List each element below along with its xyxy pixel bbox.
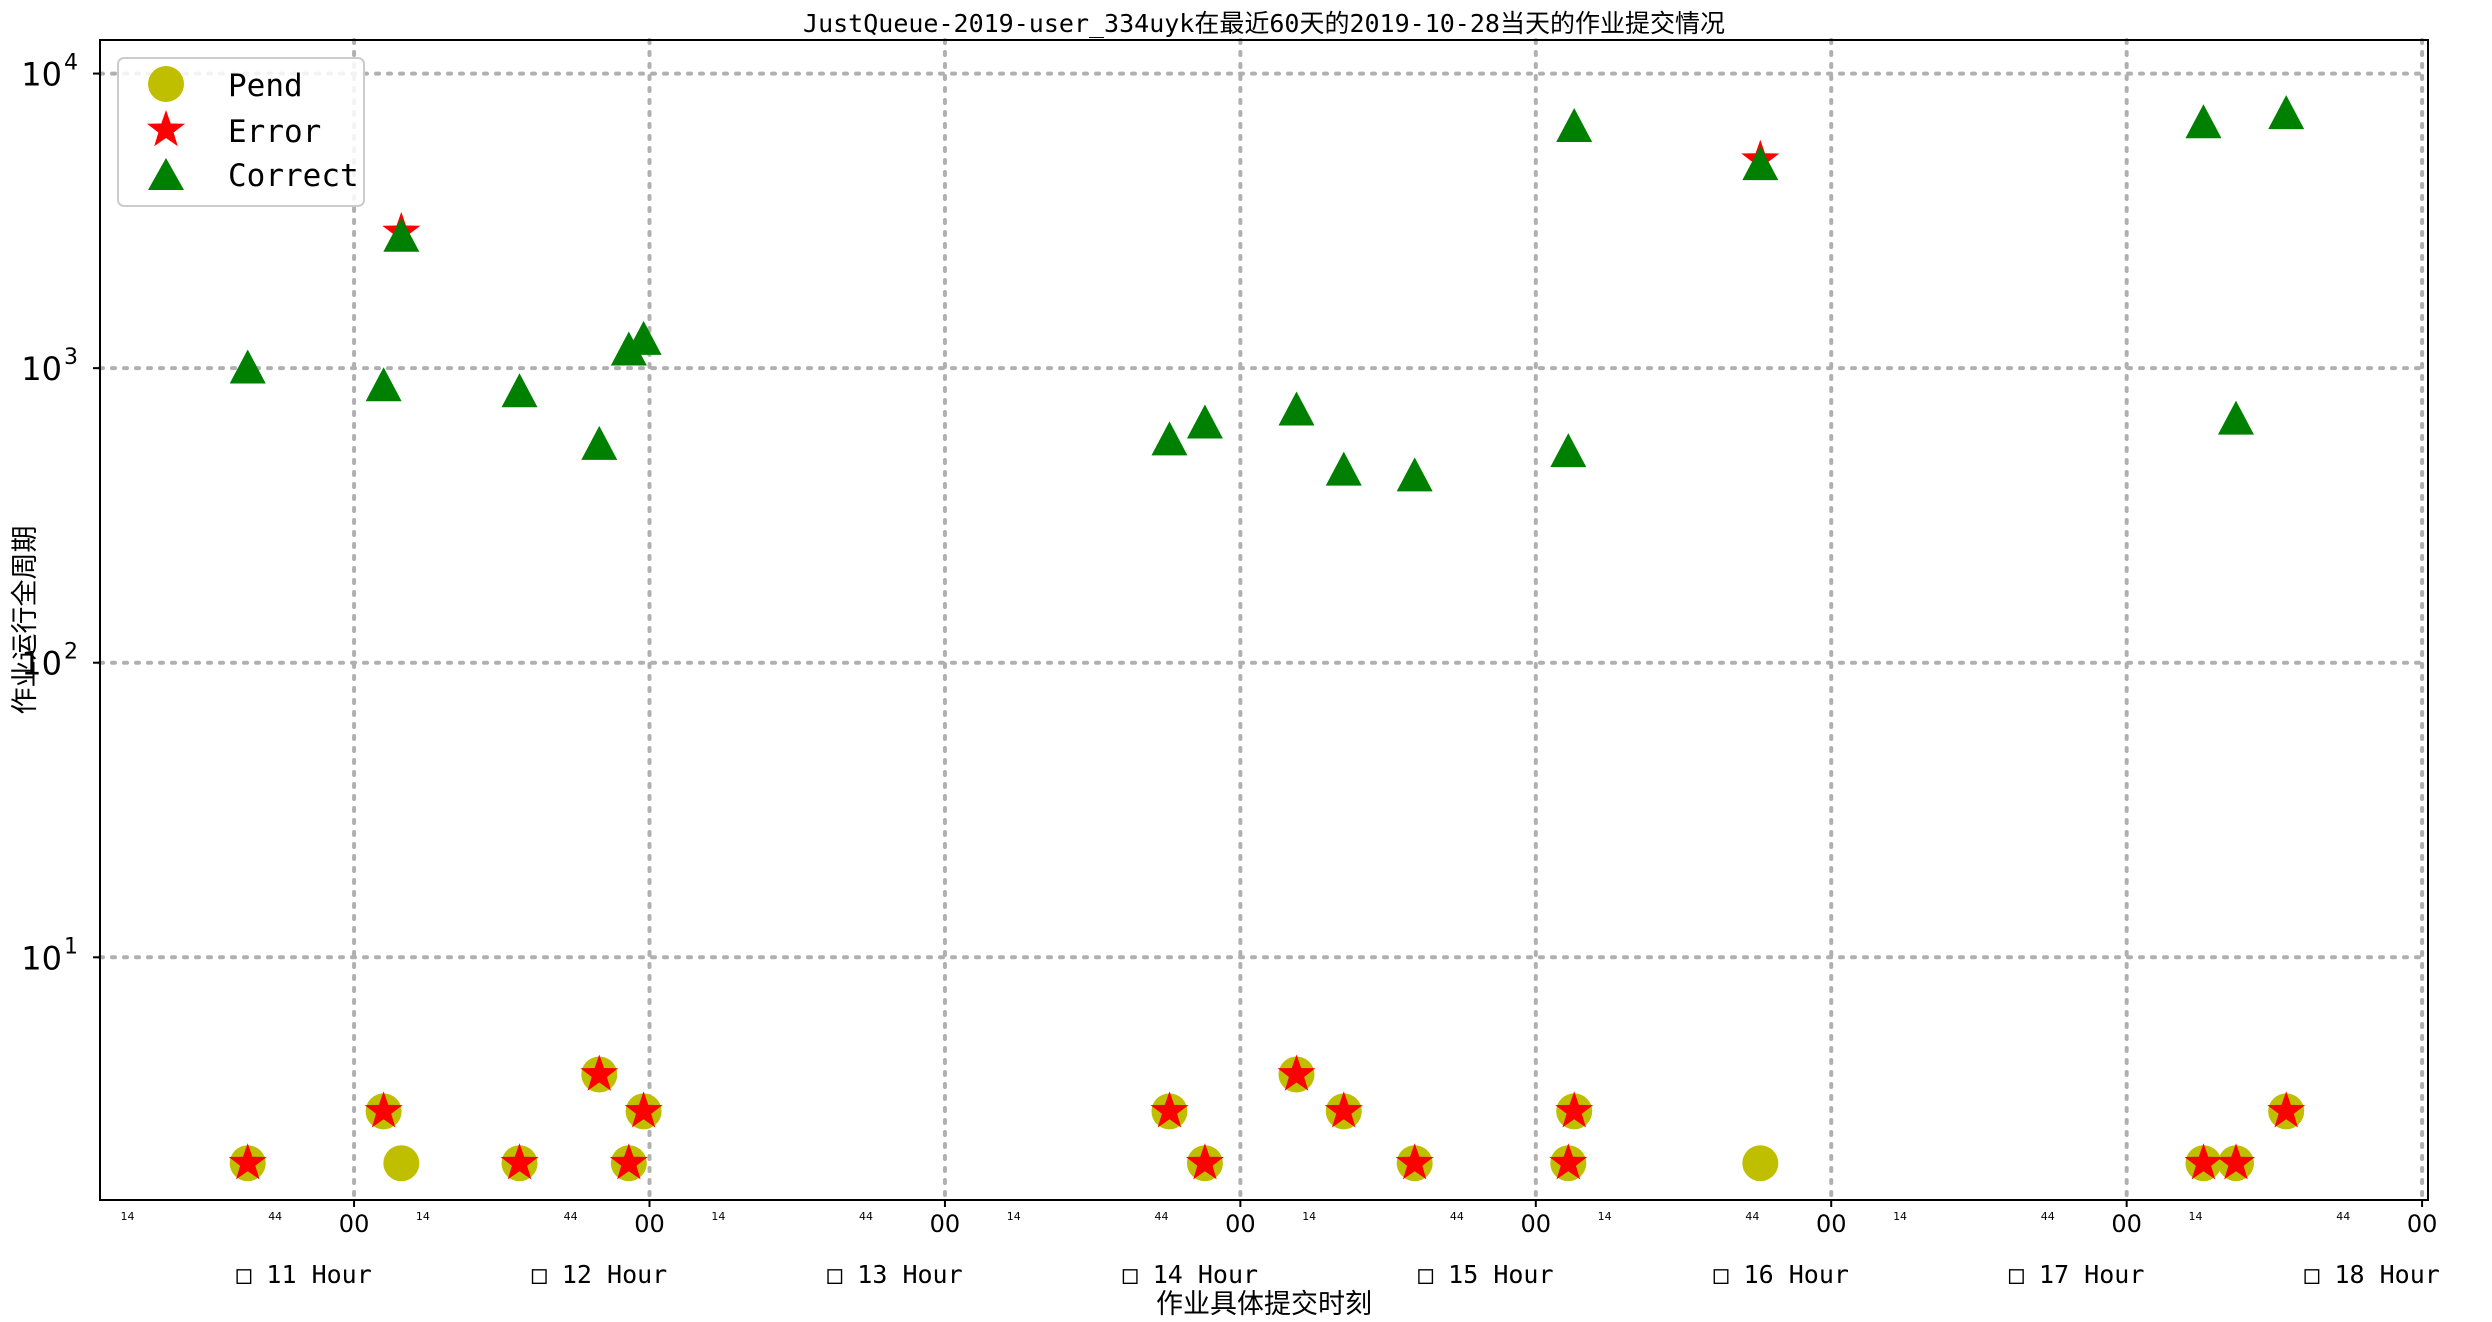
correct-point xyxy=(2217,400,2254,435)
error-point xyxy=(2267,1091,2306,1128)
y-tick-label-base: 10 xyxy=(21,56,62,94)
x-hour-label: □ 11 Hour xyxy=(236,1260,371,1289)
x-axis-label: 作业具体提交时刻 xyxy=(1156,1289,1372,1320)
x-minor-tick-label: 14 xyxy=(416,1210,430,1223)
x-tick-label: 00 xyxy=(1521,1210,1552,1238)
x-minor-tick-label: 14 xyxy=(1598,1210,1612,1223)
legend: Pend Error Correct xyxy=(117,57,365,207)
correct-point xyxy=(1325,451,1362,486)
x-minor-tick-label: 44 xyxy=(1745,1210,1759,1223)
x-tick-label: 00 xyxy=(2407,1210,2438,1238)
x-minor-tick-label: 44 xyxy=(2041,1210,2055,1223)
x-tick-label: 00 xyxy=(1225,1210,1256,1238)
x-hour-label: □ 15 Hour xyxy=(1418,1260,1553,1289)
x-minor-tick-label: 44 xyxy=(2336,1210,2350,1223)
error-point xyxy=(1555,1091,1594,1128)
correct-point xyxy=(229,349,266,384)
legend-correct-marker xyxy=(148,158,184,190)
correct-point xyxy=(1556,108,1593,143)
x-tick-label: 00 xyxy=(930,1210,961,1238)
y-tick-label-exponent: 2 xyxy=(64,640,78,665)
error-point xyxy=(624,1091,663,1128)
y-tick-label-base: 10 xyxy=(21,645,62,683)
x-hour-label: □ 17 Hour xyxy=(2009,1260,2144,1289)
grid xyxy=(98,38,2430,1202)
x-hour-label: □ 18 Hour xyxy=(2304,1260,2439,1289)
x-minor-tick-label: 14 xyxy=(1302,1210,1316,1223)
error-point xyxy=(228,1143,267,1180)
error-point xyxy=(1395,1143,1434,1180)
x-minor-tick-label: 44 xyxy=(1154,1210,1168,1223)
x-minor-tick-label: 14 xyxy=(1893,1210,1907,1223)
error-point xyxy=(1277,1054,1316,1091)
x-hour-label: □ 12 Hour xyxy=(532,1260,667,1289)
error-point xyxy=(2216,1143,2255,1180)
error-point xyxy=(1324,1091,1363,1128)
error-point xyxy=(1549,1143,1588,1180)
x-minor-tick-label: 14 xyxy=(120,1210,134,1223)
x-minor-tick-label: 44 xyxy=(859,1210,873,1223)
x-minor-tick-label: 44 xyxy=(564,1210,578,1223)
y-axis-label: 作业运行全周期 xyxy=(10,526,41,715)
correct-point xyxy=(2185,104,2222,139)
legend-error-label: Error xyxy=(228,114,321,150)
x-tick-label: 00 xyxy=(634,1210,665,1238)
correct-point xyxy=(1186,404,1223,439)
x-tick-label: 00 xyxy=(1816,1210,1847,1238)
legend-pend-marker xyxy=(148,66,184,102)
x-tick-label: 00 xyxy=(339,1210,370,1238)
legend-pend-label: Pend xyxy=(228,68,303,104)
error-point xyxy=(1150,1091,1189,1128)
correct-point xyxy=(2268,95,2305,130)
chart-title: JustQueue-2019-user_334uyk在最近60天的2019-10… xyxy=(803,9,1725,38)
correct-point xyxy=(365,367,402,402)
x-minor-tick-label: 44 xyxy=(1450,1210,1464,1223)
correct-point xyxy=(501,373,538,408)
error-point xyxy=(1185,1143,1224,1180)
y-tick-label-exponent: 3 xyxy=(64,345,78,370)
x-axis-ticks: 00 □ 11 Hour 00 □ 12 Hour 00 □ 13 Hour 00 □ 14 … xyxy=(120,1200,2440,1289)
x-tick-label: 00 xyxy=(2111,1210,2142,1238)
correct-point xyxy=(1151,421,1188,456)
correct-point xyxy=(383,217,420,252)
y-tick-label-exponent: 4 xyxy=(64,51,78,76)
correct-point xyxy=(625,320,662,355)
error-point xyxy=(2184,1143,2223,1180)
y-tick-label-base: 10 xyxy=(21,350,62,388)
pend-point xyxy=(383,1145,420,1182)
pend-point xyxy=(1742,1145,1779,1182)
correct-point xyxy=(1278,391,1315,426)
y-tick-label-exponent: 1 xyxy=(64,934,78,959)
x-hour-label: □ 13 Hour xyxy=(827,1260,962,1289)
error-point xyxy=(580,1054,619,1091)
legend-error-marker xyxy=(147,110,185,147)
x-minor-tick-label: 44 xyxy=(268,1210,282,1223)
correct-point xyxy=(1550,433,1587,468)
data-points xyxy=(228,95,2306,1182)
correct-point xyxy=(581,425,618,460)
correct-point xyxy=(610,331,647,366)
y-tick-label-base: 10 xyxy=(21,939,62,977)
plot-frame xyxy=(99,39,2429,1201)
correct-point xyxy=(1396,457,1433,492)
error-point xyxy=(364,1091,403,1128)
x-hour-label: □ 14 Hour xyxy=(1123,1260,1258,1289)
legend-correct-label: Correct xyxy=(228,158,359,194)
x-minor-tick-label: 14 xyxy=(2188,1210,2202,1223)
correct-point xyxy=(1742,146,1779,181)
error-point xyxy=(500,1143,539,1180)
x-minor-tick-label: 14 xyxy=(1007,1210,1021,1223)
error-point xyxy=(609,1143,648,1180)
x-minor-tick-label: 14 xyxy=(711,1210,725,1223)
x-hour-label: □ 16 Hour xyxy=(1713,1260,1848,1289)
